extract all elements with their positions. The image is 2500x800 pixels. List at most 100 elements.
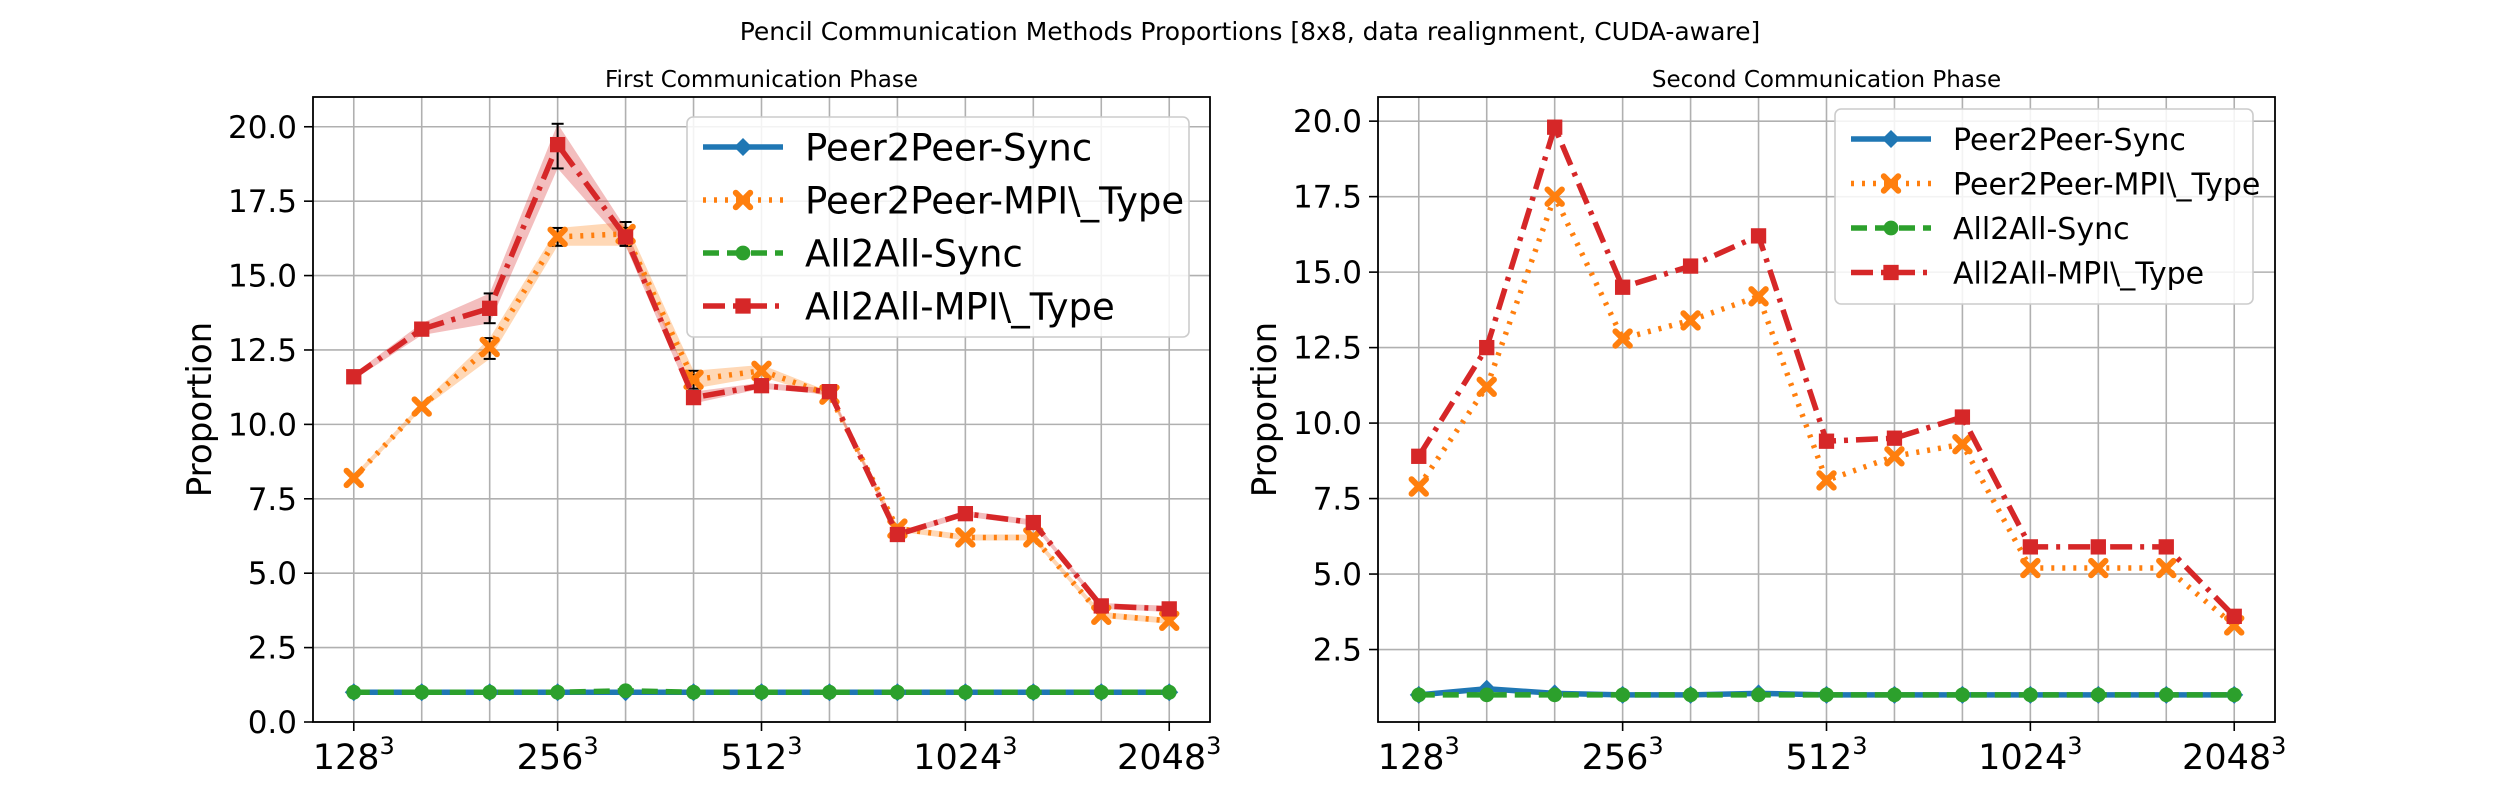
x-tick-label: 20483 <box>2182 732 2286 778</box>
legend-item-peer2peer-mpi-type: Peer2Peer-MPI\_Type <box>1851 167 2260 202</box>
y-tick-label: 7.5 <box>248 482 297 518</box>
legend-marker <box>1883 220 1899 236</box>
data-point-all2all-mpi-type <box>1411 448 1427 464</box>
data-point-peer2peer-mpi-type <box>2088 557 2109 579</box>
x-tick-label: 10243 <box>1978 732 2082 778</box>
y-tick-label: 12.5 <box>228 333 297 369</box>
data-point-all2all-sync <box>2022 687 2038 703</box>
data-point-all2all-mpi-type <box>957 506 974 522</box>
y-tick-label: 0.0 <box>248 705 297 741</box>
data-point-all2all-mpi-type <box>2226 608 2242 624</box>
legend-item-peer2peer-mpi-type: Peer2Peer-MPI\_Type <box>703 179 1184 222</box>
data-point-peer2peer-mpi-type <box>1952 434 1973 455</box>
data-point-peer2peer-mpi-type <box>1476 376 1497 398</box>
subplot-title: First Communication Phase <box>605 67 918 93</box>
data-point-all2all-mpi-type <box>1547 119 1563 135</box>
data-point-all2all-sync <box>414 684 430 700</box>
chart-panel-1: First Communication Phase 0.0 2.5 5.0 7.5 10.… <box>180 67 1221 778</box>
legend-marker <box>735 245 751 261</box>
legend-label: Peer2Peer-MPI\_Type <box>1953 167 2260 202</box>
x-tick-label: 2563 <box>1582 732 1664 778</box>
y-tick-label: 7.5 <box>1313 482 1362 518</box>
data-point-all2all-mpi-type <box>1161 601 1177 617</box>
legend-label: Peer2Peer-Sync <box>1953 123 2186 158</box>
legend-label: Peer2Peer-MPI\_Type <box>805 179 1184 222</box>
data-point-all2all-sync <box>890 684 905 700</box>
x-tick-label: 10243 <box>913 732 1017 778</box>
series-group <box>1408 119 2245 704</box>
data-point-all2all-mpi-type <box>1025 514 1041 531</box>
x-tick-label: 1283 <box>313 732 395 778</box>
data-point-peer2peer-mpi-type <box>751 360 772 382</box>
y-tick-label: 15.0 <box>1293 255 1362 291</box>
y-tick-label: 10.0 <box>1293 406 1362 442</box>
data-point-all2all-mpi-type <box>617 229 634 245</box>
data-point-peer2peer-mpi-type <box>1816 470 1837 491</box>
data-point-peer2peer-mpi-type <box>479 336 500 358</box>
data-point-all2all-mpi-type <box>549 136 566 153</box>
subplot-title: Second Communication Phase <box>1652 67 2001 93</box>
legend-marker <box>734 138 752 156</box>
data-point-peer2peer-mpi-type <box>343 467 364 489</box>
data-point-all2all-sync <box>1025 684 1041 700</box>
y-tick-label: 5.0 <box>248 556 297 592</box>
axes-frame <box>312 96 1211 723</box>
legend-label: All2All-MPI\_Type <box>805 285 1115 328</box>
chart-panel-2: Second Communication Phase 2.5 5.0 7.5 10.0 1… <box>1245 67 2286 778</box>
data-point-all2all-mpi-type <box>1093 598 1109 614</box>
data-point-all2all-mpi-type <box>2158 539 2174 555</box>
data-point-all2all-sync <box>1955 687 1970 703</box>
legend-item-all2all-mpi-type: All2All-MPI\_Type <box>1851 256 2204 291</box>
x-tick-label: 5123 <box>720 732 802 778</box>
legend-marker <box>1883 264 1899 281</box>
data-point-all2all-sync <box>618 683 633 699</box>
data-point-all2all-sync <box>346 684 362 700</box>
data-point-all2all-sync <box>2226 687 2242 703</box>
legend: Peer2Peer-Sync Peer2Peer-MPI\_Type All2All… <box>686 116 1190 338</box>
legend-item-peer2peer-sync: Peer2Peer-Sync <box>1851 123 2186 158</box>
data-point-peer2peer-mpi-type <box>411 396 432 417</box>
data-point-peer2peer-mpi-type <box>1680 310 1701 331</box>
x-tick-label: 20483 <box>1117 732 1221 778</box>
legend: Peer2Peer-Sync Peer2Peer-MPI\_Type All2All… <box>1834 108 2260 305</box>
data-point-peer2peer-mpi-type <box>2156 557 2177 579</box>
legend-marker <box>732 189 754 211</box>
data-point-all2all-sync <box>1479 687 1495 703</box>
y-tick-label: 12.5 <box>1293 331 1362 367</box>
data-point-all2all-sync <box>754 684 769 700</box>
data-point-all2all-sync <box>2090 687 2106 703</box>
data-point-peer2peer-mpi-type <box>1884 446 1905 467</box>
legend-item-all2all-sync: All2All-Sync <box>703 232 1023 275</box>
y-tick-label: 5.0 <box>1313 557 1362 593</box>
data-point-all2all-sync <box>2158 687 2174 703</box>
y-tick-label: 2.5 <box>248 631 297 667</box>
data-point-peer2peer-mpi-type <box>1408 476 1429 497</box>
data-point-all2all-sync <box>550 684 566 700</box>
x-tick-label: 1283 <box>1378 732 1460 778</box>
data-point-all2all-sync <box>1411 687 1427 703</box>
y-tick-label: 17.5 <box>1293 180 1362 216</box>
data-point-all2all-mpi-type <box>1614 279 1631 295</box>
figure-title: Pencil Communication Methods Proportions… <box>740 17 1761 46</box>
y-axis-label: Proportion <box>180 322 220 497</box>
data-point-all2all-mpi-type <box>2022 539 2039 555</box>
data-point-all2all-sync <box>1887 687 1902 703</box>
series-group <box>343 122 1180 702</box>
y-tick-label: 17.5 <box>228 184 297 220</box>
data-point-all2all-sync <box>1751 687 1766 703</box>
data-point-peer2peer-mpi-type <box>955 527 976 548</box>
y-tick-label: 20.0 <box>1293 104 1362 140</box>
data-point-all2all-mpi-type <box>1479 339 1495 356</box>
data-point-all2all-sync <box>1683 687 1698 703</box>
x-tick-label: 5123 <box>1785 732 1867 778</box>
y-axis-label: Proportion <box>1245 322 1285 497</box>
data-point-all2all-mpi-type <box>2090 539 2106 555</box>
data-point-all2all-mpi-type <box>482 300 498 316</box>
data-point-peer2peer-mpi-type <box>2020 557 2041 579</box>
data-point-all2all-mpi-type <box>1750 228 1767 244</box>
legend-marker <box>1882 130 1900 148</box>
data-point-all2all-mpi-type <box>1682 258 1699 274</box>
data-point-all2all-mpi-type <box>1818 433 1835 449</box>
data-point-all2all-sync <box>1819 687 1834 703</box>
data-point-all2all-mpi-type <box>1886 430 1903 446</box>
